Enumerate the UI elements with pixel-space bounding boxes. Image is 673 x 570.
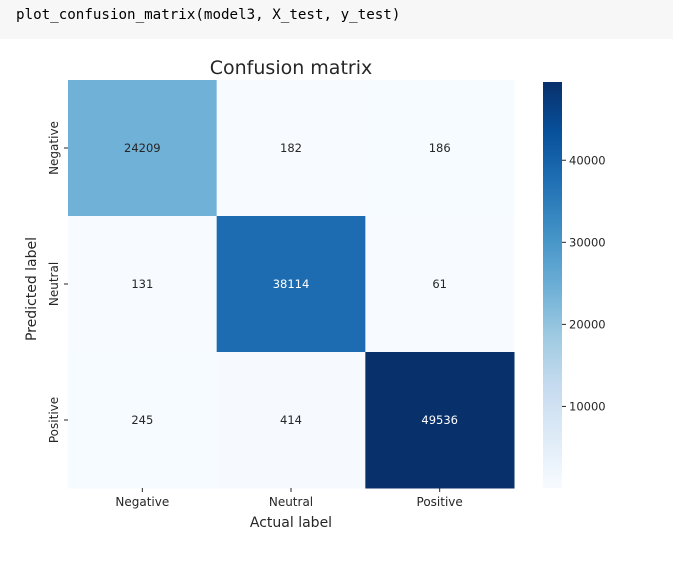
confusion-matrix-figure: Confusion matrix 24209 182 186 131 38114 61 24… xyxy=(0,39,673,570)
heatmap-cells xyxy=(68,80,515,489)
code-cell[interactable]: plot_confusion_matrix(model3, X_test, y_… xyxy=(0,0,673,39)
y-tick-label: Neutral xyxy=(47,262,61,306)
heatmap-cell xyxy=(216,352,366,489)
colorbar xyxy=(543,82,562,488)
heatmap-cell xyxy=(68,352,218,489)
x-tick-label: Negative xyxy=(115,495,169,509)
x-axis-label: Actual label xyxy=(250,515,332,531)
chart-title: Confusion matrix xyxy=(210,57,372,79)
cell-value-label: 245 xyxy=(131,413,153,427)
colorbar-tick-label: 10000 xyxy=(569,399,606,413)
heatmap-cell xyxy=(216,216,366,353)
colorbar-tick-label: 40000 xyxy=(569,153,606,167)
code-line: plot_confusion_matrix(model3, X_test, y_… xyxy=(16,7,401,23)
cell-value-label: 131 xyxy=(131,277,153,291)
cell-value-label: 414 xyxy=(280,413,302,427)
colorbar-tick-label: 20000 xyxy=(569,317,606,331)
y-axis-ticks: Negative Neutral Positive xyxy=(47,121,68,443)
colorbar-ticks: 10000 20000 30000 40000 xyxy=(562,153,606,413)
y-tick-label: Negative xyxy=(47,121,61,175)
cell-value-label: 38114 xyxy=(273,277,310,291)
cell-value-label: 24209 xyxy=(124,141,161,155)
x-tick-label: Neutral xyxy=(269,495,313,509)
heatmap-cell xyxy=(216,80,366,217)
cell-value-label: 182 xyxy=(280,141,302,155)
heatmap-cell-labels: 24209 182 186 131 38114 61 245 414 49536 xyxy=(124,141,458,427)
cell-value-label: 61 xyxy=(432,277,447,291)
colorbar-tick-label: 30000 xyxy=(569,235,606,249)
y-axis-label: Predicted label xyxy=(24,237,40,341)
x-axis-ticks: Negative Neutral Positive xyxy=(115,488,463,509)
cell-value-label: 186 xyxy=(429,141,451,155)
cell-value-label: 49536 xyxy=(421,413,458,427)
heatmap-cell xyxy=(365,216,515,353)
heatmap-cell xyxy=(365,352,515,489)
heatmap-cell xyxy=(68,80,218,217)
y-tick-label: Positive xyxy=(47,397,61,443)
heatmap-cell xyxy=(68,216,218,353)
x-tick-label: Positive xyxy=(417,495,463,509)
heatmap-cell xyxy=(365,80,515,217)
